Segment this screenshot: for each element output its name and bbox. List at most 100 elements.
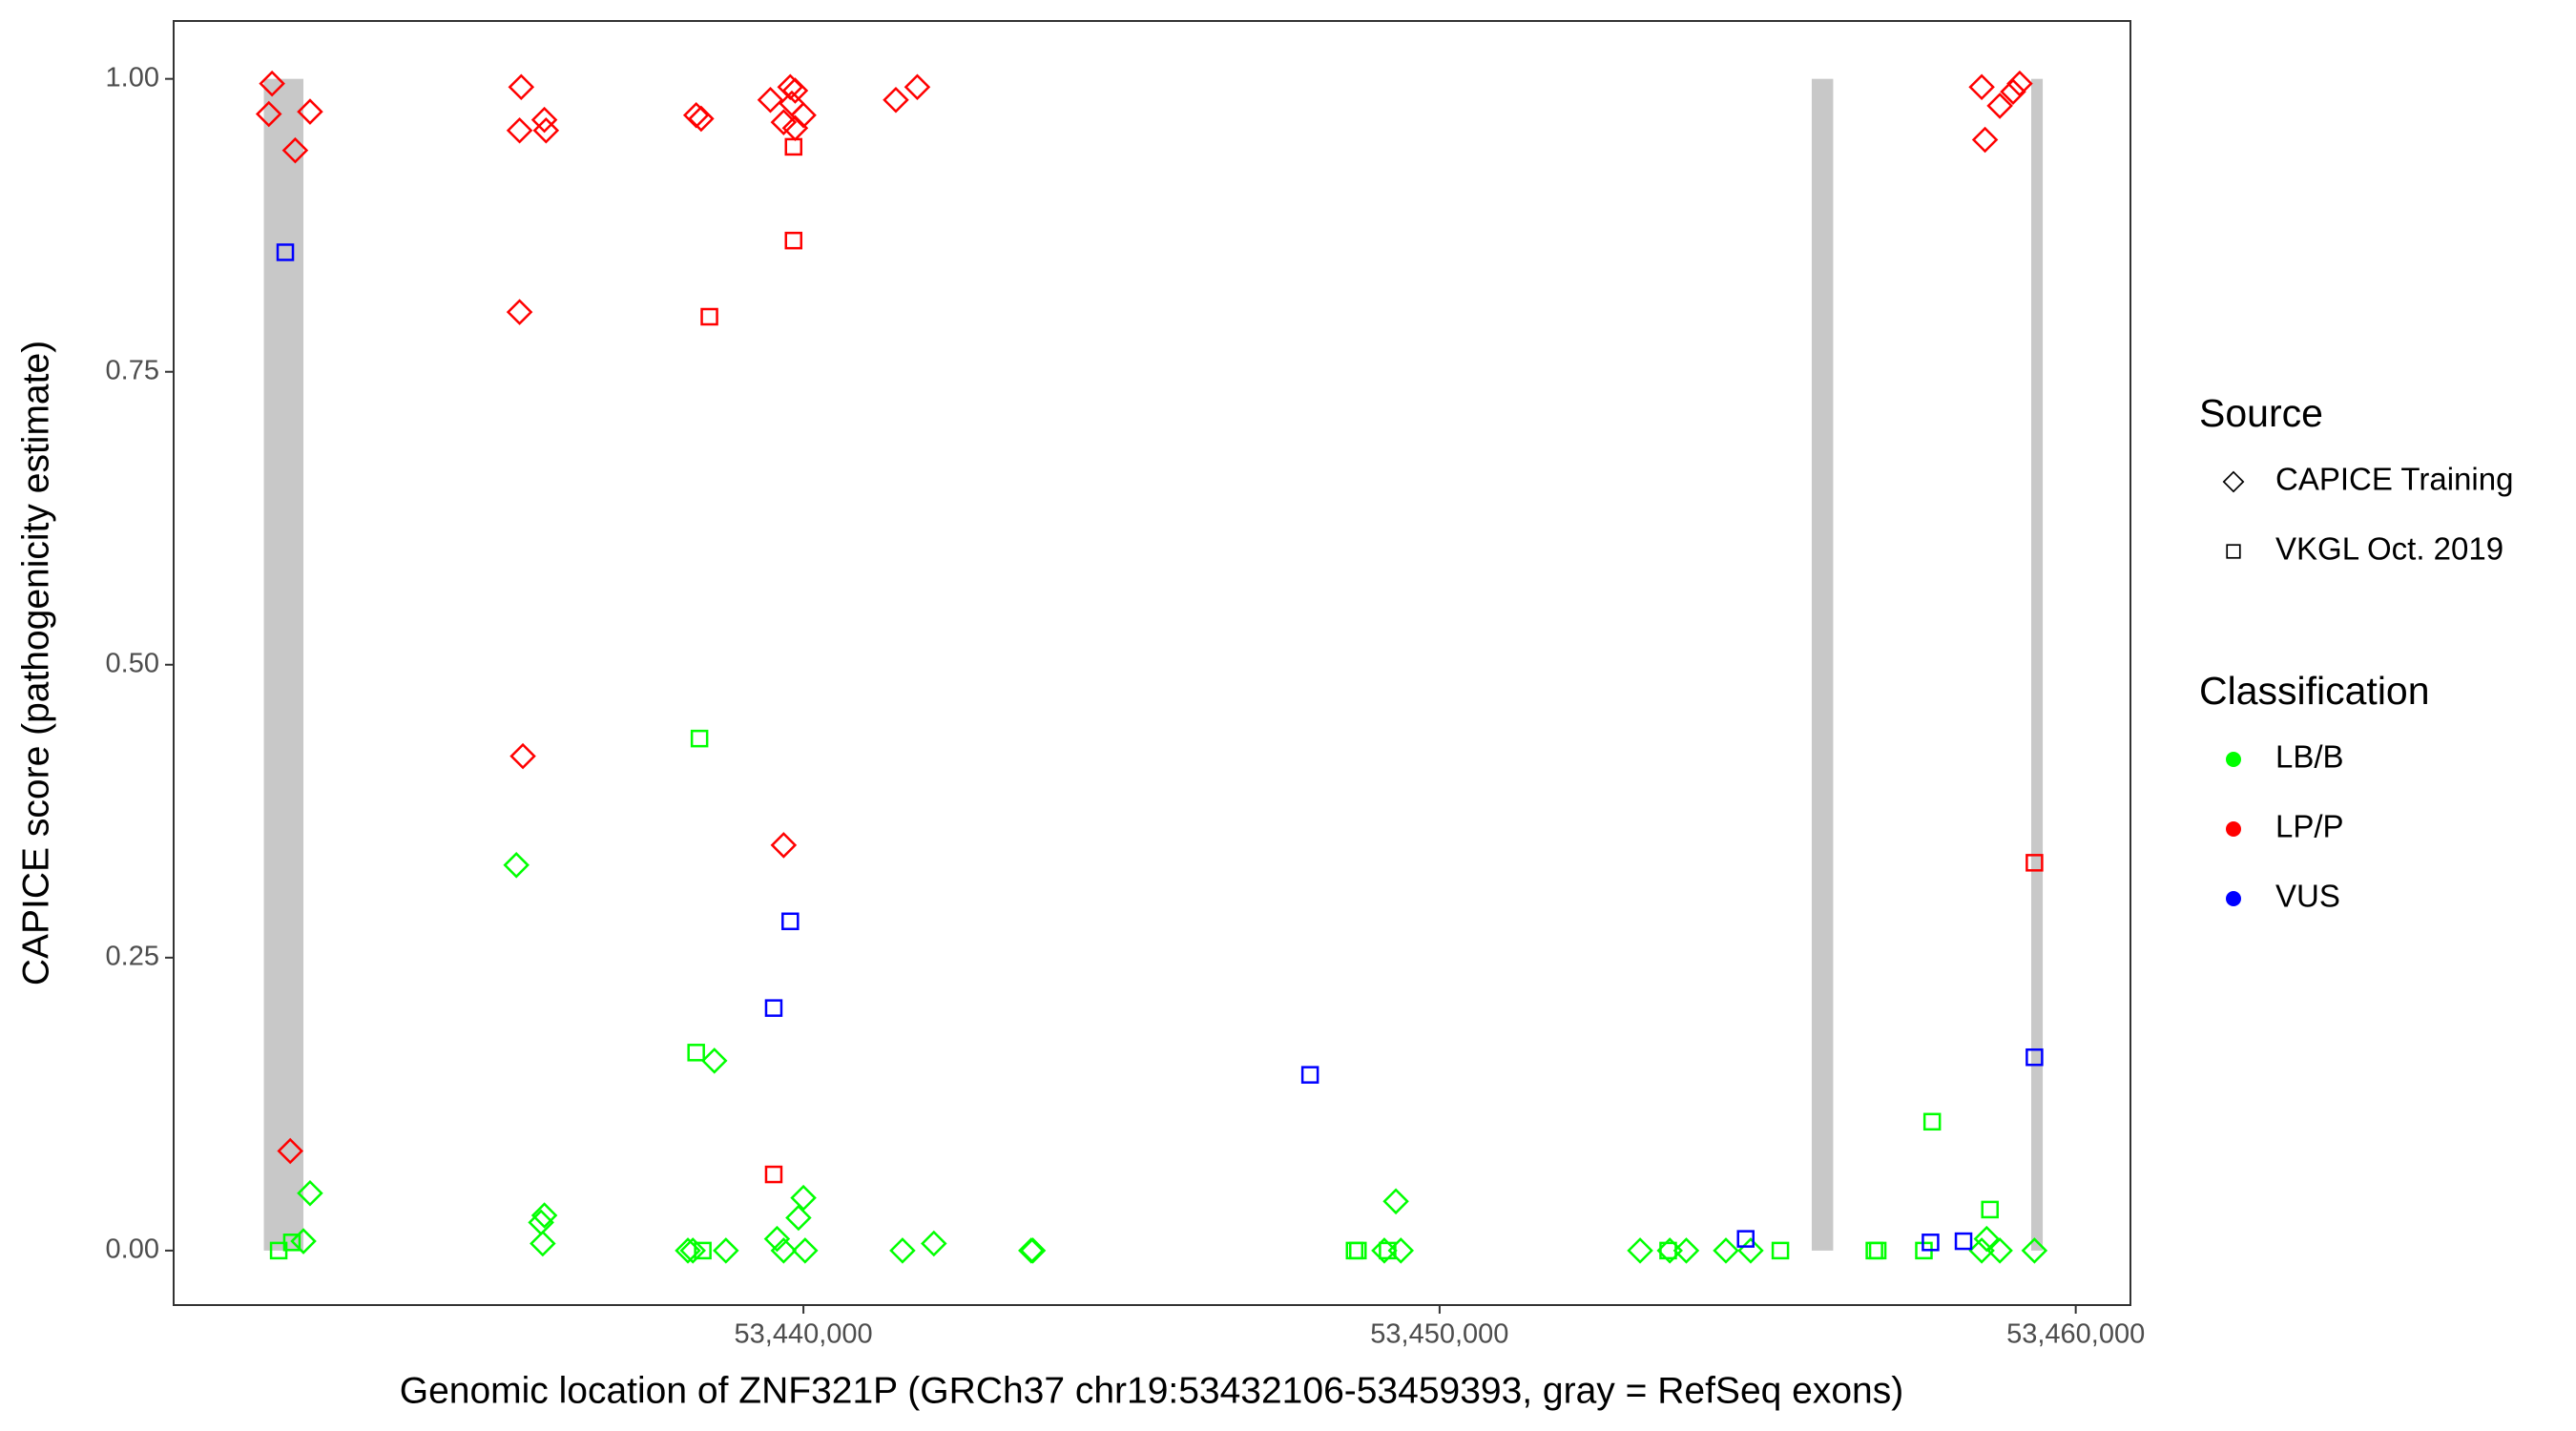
point: [904, 73, 931, 101]
point: [889, 1237, 916, 1264]
x-tick-label: 53,440,000: [735, 1319, 873, 1350]
point: [2000, 78, 2026, 105]
point: [1922, 1112, 1942, 1131]
point: [785, 1204, 812, 1232]
point: [1382, 1188, 1409, 1215]
point: [679, 1237, 706, 1264]
legend-symbol: [2226, 544, 2241, 559]
point: [713, 1237, 739, 1264]
point: [700, 307, 718, 326]
point: [1981, 1200, 1999, 1219]
legend-label: CAPICE Training: [2275, 462, 2513, 497]
point: [1018, 1237, 1045, 1264]
legend-symbol: [2226, 752, 2241, 767]
legend-label: LB/B: [2275, 739, 2344, 775]
point: [790, 101, 817, 129]
point: [784, 137, 803, 156]
point: [770, 832, 798, 859]
point: [1922, 1234, 1940, 1252]
point: [790, 1184, 817, 1212]
point: [781, 77, 809, 104]
point: [282, 1234, 301, 1252]
point: [281, 136, 309, 164]
point: [682, 101, 710, 129]
exon: [1811, 78, 1834, 1251]
point: [2021, 1237, 2048, 1264]
point: [297, 98, 323, 125]
legend-symbol: [2226, 821, 2241, 837]
point: [687, 1044, 705, 1062]
x-tick-label: 53,460,000: [2006, 1319, 2145, 1350]
point: [781, 114, 809, 142]
point: [1379, 1241, 1397, 1260]
point: [763, 1225, 791, 1253]
point: [2025, 1047, 2044, 1067]
point: [530, 1202, 558, 1229]
point: [1019, 1237, 1047, 1264]
legend-title: Source: [2199, 391, 2323, 435]
point: [1986, 93, 2013, 119]
point: [1659, 1241, 1677, 1260]
point: [921, 1230, 947, 1257]
legend-title: Classification: [2199, 669, 2430, 713]
point: [277, 1137, 303, 1165]
point: [1968, 73, 1995, 101]
point: [1672, 1237, 1700, 1264]
exon: [2030, 78, 2044, 1251]
point: [506, 116, 533, 144]
point: [1300, 1066, 1319, 1084]
plot-border: [173, 20, 2131, 1306]
point: [1771, 1241, 1790, 1260]
y-tick-label: 0.75: [106, 355, 159, 385]
point: [700, 1047, 728, 1074]
point: [784, 231, 803, 250]
legend-label: LP/P: [2275, 809, 2344, 844]
point: [276, 243, 295, 261]
legend-symbol: [2226, 891, 2241, 906]
point: [255, 100, 282, 128]
point: [530, 1230, 556, 1257]
point: [1713, 1237, 1739, 1264]
point: [1737, 1237, 1764, 1264]
legend-label: VKGL Oct. 2019: [2275, 531, 2503, 567]
y-axis-title: CAPICE score (pathogenicity estimate): [15, 341, 56, 985]
point: [757, 87, 784, 114]
point: [1349, 1241, 1367, 1260]
point: [1736, 1230, 1755, 1248]
point: [2025, 854, 2044, 872]
point: [290, 1228, 317, 1255]
x-tick-label: 53,450,000: [1370, 1319, 1508, 1350]
x-axis-title: Genomic location of ZNF321P (GRCh37 chr1…: [400, 1370, 1903, 1411]
point: [694, 1241, 712, 1260]
point: [770, 109, 798, 135]
point: [509, 742, 536, 770]
point: [883, 87, 909, 114]
point: [770, 1237, 798, 1264]
point: [259, 70, 285, 97]
y-tick-label: 0.50: [106, 648, 159, 678]
point: [297, 1179, 323, 1207]
point: [1627, 1237, 1653, 1264]
point: [503, 852, 530, 879]
point: [1968, 1237, 1995, 1264]
point: [792, 1237, 819, 1264]
point: [764, 1165, 783, 1184]
point: [506, 299, 533, 325]
point: [690, 729, 709, 748]
point: [1954, 1232, 1973, 1251]
legend-label: VUS: [2275, 879, 2340, 914]
point: [1971, 126, 1999, 154]
y-tick-label: 1.00: [106, 62, 159, 93]
point: [688, 105, 715, 133]
y-tick-label: 0.25: [106, 941, 159, 971]
point: [508, 73, 535, 101]
legend-symbol: [2222, 470, 2245, 493]
y-tick-label: 0.00: [106, 1234, 159, 1265]
point: [530, 106, 558, 134]
point: [1986, 1237, 2013, 1264]
point: [532, 116, 560, 144]
point: [1387, 1237, 1415, 1264]
point: [1868, 1241, 1887, 1260]
